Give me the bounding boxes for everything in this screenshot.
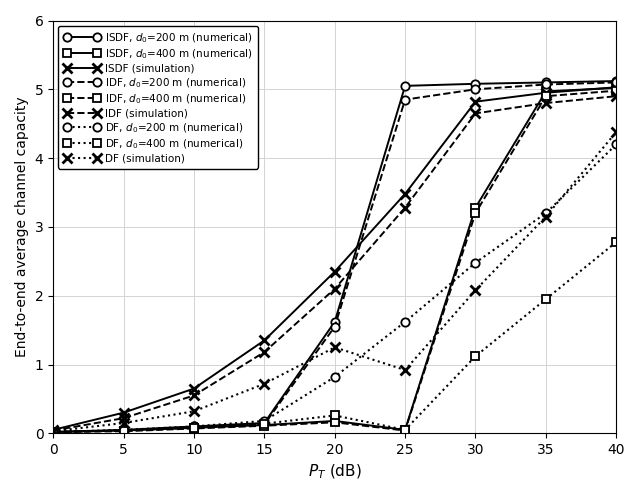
ISDF, $d_0$=200 m (numerical) (401, 83, 409, 89)
DF, $d_0$=400 m (numerical) (331, 413, 339, 419)
ISDF, $d_0$=200 m (numerical) (331, 319, 339, 325)
DF (simulation) (49, 428, 57, 434)
ISDF (simulation) (472, 99, 479, 105)
DF, $d_0$=200 m (numerical) (120, 427, 127, 433)
IDF, $d_0$=400 m (numerical) (49, 429, 57, 435)
ISDF, $d_0$=400 m (numerical) (49, 429, 57, 435)
DF, $d_0$=200 m (numerical) (472, 260, 479, 266)
DF, $d_0$=200 m (numerical) (401, 319, 409, 325)
DF, $d_0$=200 m (numerical) (260, 418, 268, 424)
DF, $d_0$=200 m (numerical) (331, 374, 339, 380)
IDF, $d_0$=400 m (numerical) (542, 93, 550, 99)
IDF (simulation) (472, 111, 479, 117)
Line: IDF, $d_0$=400 m (numerical): IDF, $d_0$=400 m (numerical) (49, 86, 620, 436)
ISDF (simulation) (401, 191, 409, 197)
DF, $d_0$=200 m (numerical) (542, 210, 550, 216)
DF, $d_0$=200 m (numerical) (190, 424, 198, 430)
IDF, $d_0$=200 m (numerical) (120, 428, 127, 434)
DF, $d_0$=400 m (numerical) (190, 425, 198, 431)
IDF, $d_0$=400 m (numerical) (260, 423, 268, 429)
Line: IDF, $d_0$=200 m (numerical): IDF, $d_0$=200 m (numerical) (49, 78, 620, 436)
IDF, $d_0$=400 m (numerical) (472, 210, 479, 216)
IDF, $d_0$=400 m (numerical) (331, 419, 339, 425)
Y-axis label: End-to-end average channel capacity: End-to-end average channel capacity (15, 97, 29, 357)
ISDF, $d_0$=400 m (numerical) (331, 418, 339, 424)
ISDF (simulation) (542, 90, 550, 96)
Line: ISDF (simulation): ISDF (simulation) (48, 82, 621, 434)
DF (simulation) (472, 287, 479, 293)
ISDF, $d_0$=400 m (numerical) (542, 88, 550, 94)
DF (simulation) (401, 367, 409, 373)
IDF, $d_0$=200 m (numerical) (190, 424, 198, 430)
IDF (simulation) (49, 428, 57, 434)
DF (simulation) (542, 214, 550, 220)
DF (simulation) (190, 408, 198, 414)
ISDF, $d_0$=200 m (numerical) (49, 429, 57, 435)
DF, $d_0$=200 m (numerical) (612, 141, 620, 147)
ISDF (simulation) (331, 269, 339, 275)
IDF, $d_0$=400 m (numerical) (190, 426, 198, 432)
ISDF, $d_0$=400 m (numerical) (120, 428, 127, 434)
ISDF (simulation) (49, 427, 57, 433)
DF (simulation) (260, 381, 268, 387)
ISDF, $d_0$=200 m (numerical) (472, 81, 479, 87)
ISDF, $d_0$=200 m (numerical) (190, 424, 198, 430)
IDF, $d_0$=200 m (numerical) (612, 79, 620, 85)
DF, $d_0$=400 m (numerical) (260, 421, 268, 427)
Line: DF, $d_0$=200 m (numerical): DF, $d_0$=200 m (numerical) (49, 140, 620, 436)
ISDF, $d_0$=400 m (numerical) (612, 85, 620, 91)
IDF, $d_0$=200 m (numerical) (401, 97, 409, 103)
DF, $d_0$=400 m (numerical) (401, 427, 409, 433)
DF (simulation) (120, 420, 127, 426)
IDF (simulation) (401, 205, 409, 211)
Line: IDF (simulation): IDF (simulation) (48, 91, 621, 435)
IDF, $d_0$=200 m (numerical) (260, 422, 268, 428)
DF, $d_0$=400 m (numerical) (612, 239, 620, 245)
Line: DF, $d_0$=400 m (numerical): DF, $d_0$=400 m (numerical) (49, 238, 620, 436)
IDF, $d_0$=200 m (numerical) (331, 324, 339, 330)
IDF (simulation) (120, 415, 127, 421)
X-axis label: $P_T$ (dB): $P_T$ (dB) (308, 463, 362, 481)
Line: ISDF, $d_0$=200 m (numerical): ISDF, $d_0$=200 m (numerical) (49, 77, 620, 436)
ISDF, $d_0$=400 m (numerical) (472, 205, 479, 211)
IDF, $d_0$=200 m (numerical) (49, 429, 57, 435)
ISDF (simulation) (120, 410, 127, 416)
DF, $d_0$=400 m (numerical) (472, 353, 479, 359)
ISDF, $d_0$=400 m (numerical) (260, 422, 268, 428)
IDF (simulation) (542, 100, 550, 106)
ISDF (simulation) (260, 337, 268, 343)
DF, $d_0$=200 m (numerical) (49, 429, 57, 435)
IDF, $d_0$=200 m (numerical) (472, 86, 479, 92)
ISDF (simulation) (190, 385, 198, 391)
IDF (simulation) (190, 392, 198, 398)
DF, $d_0$=400 m (numerical) (49, 429, 57, 435)
IDF, $d_0$=400 m (numerical) (120, 428, 127, 434)
Line: ISDF, $d_0$=400 m (numerical): ISDF, $d_0$=400 m (numerical) (49, 84, 620, 436)
ISDF, $d_0$=400 m (numerical) (190, 425, 198, 431)
ISDF, $d_0$=200 m (numerical) (612, 78, 620, 84)
Legend: ISDF, $d_0$=200 m (numerical), ISDF, $d_0$=400 m (numerical), ISDF (simulation),: ISDF, $d_0$=200 m (numerical), ISDF, $d_… (58, 26, 258, 169)
ISDF (simulation) (612, 84, 620, 90)
Line: DF (simulation): DF (simulation) (48, 127, 621, 436)
IDF (simulation) (260, 349, 268, 355)
DF (simulation) (331, 344, 339, 350)
IDF, $d_0$=400 m (numerical) (401, 428, 409, 434)
ISDF, $d_0$=200 m (numerical) (542, 79, 550, 85)
ISDF, $d_0$=400 m (numerical) (401, 427, 409, 433)
IDF (simulation) (331, 286, 339, 292)
DF, $d_0$=400 m (numerical) (120, 428, 127, 434)
ISDF, $d_0$=200 m (numerical) (260, 420, 268, 426)
ISDF, $d_0$=200 m (numerical) (120, 427, 127, 433)
IDF, $d_0$=200 m (numerical) (542, 81, 550, 87)
IDF (simulation) (612, 93, 620, 99)
DF (simulation) (612, 129, 620, 135)
DF, $d_0$=400 m (numerical) (542, 296, 550, 302)
IDF, $d_0$=400 m (numerical) (612, 88, 620, 94)
